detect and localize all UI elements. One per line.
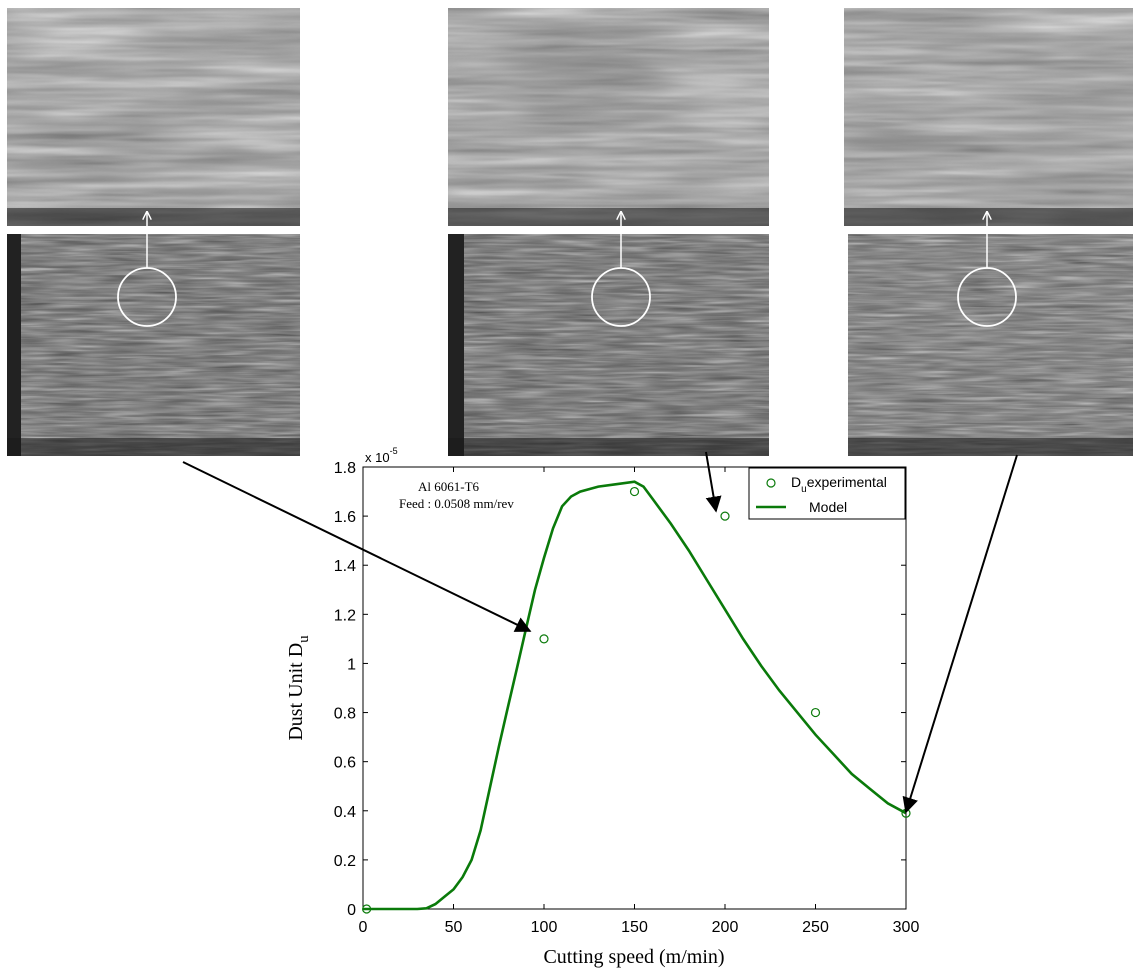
legend-model-label: Model	[809, 499, 847, 515]
sem-tile-bottom-middle	[448, 234, 769, 456]
plot-frame	[362, 466, 907, 910]
legend: Duexperimental Model	[748, 467, 906, 520]
y-tick-label: 1.2	[334, 607, 356, 624]
callout-arrow-right	[902, 454, 1018, 814]
x-tick-label: 0	[359, 919, 368, 936]
annotation-feed: Feed : 0.0508 mm/rev	[399, 496, 514, 511]
y-axis: 0 0.2 0.4 0.6 0.8 1 1.2 1.4 1.6 1.8	[334, 460, 906, 919]
y-tick-label: 1.6	[334, 509, 356, 526]
x-tick-label: 50	[445, 919, 463, 936]
callout-arrow-left	[182, 461, 532, 632]
x-tick-label: 200	[712, 919, 739, 936]
sem-tile-top-middle	[448, 8, 769, 226]
annotation-material: Al 6061-T6	[418, 479, 480, 494]
experimental-point	[629, 486, 640, 497]
zoom-callout-right	[957, 212, 1017, 327]
zoom-callout-left	[117, 212, 177, 327]
legend-experimental-main: D	[791, 474, 801, 490]
y-tick-label: 0.8	[334, 706, 356, 723]
experimental-point	[539, 634, 549, 644]
y-tick-label: 0.4	[334, 804, 356, 821]
y-multiplier-exponent: -5	[390, 446, 398, 456]
y-axis-label-main: Dust Unit D	[285, 643, 307, 741]
y-tick-label: 1	[347, 656, 356, 673]
legend-experimental-rest: experimental	[807, 474, 887, 490]
zoom-callout-middle	[591, 212, 651, 327]
x-tick-label: 250	[802, 919, 829, 936]
y-multiplier-base: x 10	[365, 450, 390, 465]
y-multiplier: x 10-5	[365, 446, 398, 465]
y-tick-label: 0.6	[334, 755, 356, 772]
experimental-point	[362, 904, 372, 914]
y-axis-label-sub: u	[296, 635, 312, 643]
x-tick-label: 100	[531, 919, 558, 936]
experimental-point	[720, 511, 730, 521]
callout-arrow-middle	[705, 451, 722, 513]
model-line	[363, 480, 907, 911]
sem-tile-bottom-left	[7, 234, 300, 456]
x-axis-label: Cutting speed (m/min)	[543, 946, 724, 968]
y-axis-label: Dust Unit Du	[285, 635, 312, 741]
legend-box	[748, 467, 906, 520]
y-tick-label: 0	[347, 902, 356, 919]
plot-area: 0 50 100 150 200 250 300 0 0.2 0.4 0.6 0.8 1 1.2 1.4 1…	[285, 446, 919, 968]
sem-tile-top-left	[7, 8, 300, 226]
x-axis: 0 50 100 150 200 250 300	[359, 467, 920, 936]
experimental-point	[810, 707, 821, 718]
sem-tile-top-right	[844, 8, 1133, 226]
legend-experimental-label: Duexperimental	[791, 474, 887, 495]
x-tick-label: 300	[893, 919, 920, 936]
legend-experimental-sub: u	[801, 484, 807, 495]
sem-tile-bottom-right	[848, 234, 1133, 456]
callout-arrows	[182, 451, 1018, 814]
y-tick-label: 1.8	[334, 460, 356, 477]
y-tick-label: 0.2	[334, 853, 356, 870]
legend-experimental-marker	[766, 478, 776, 488]
x-tick-label: 150	[621, 919, 648, 936]
y-tick-label: 1.4	[334, 558, 356, 575]
